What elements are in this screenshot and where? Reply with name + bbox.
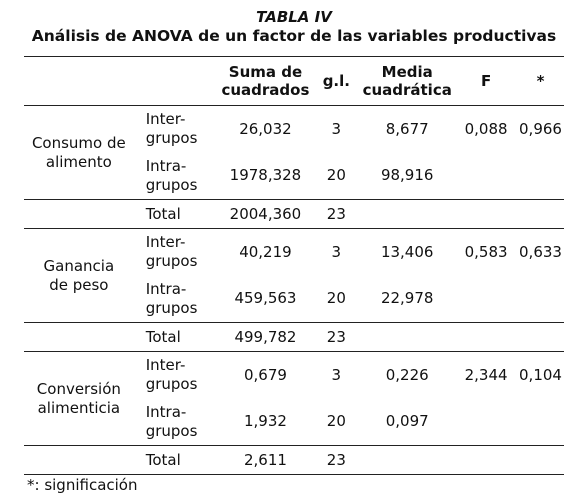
source-label: Inter- grupos xyxy=(145,233,198,271)
table-row-total: Total 499,782 23 xyxy=(24,322,564,352)
cell-ms: 98,916 xyxy=(380,166,434,185)
cell-ms: 13,406 xyxy=(380,242,434,261)
group-label: Conversión alimenticia xyxy=(24,351,134,446)
cell-df: 3 xyxy=(331,365,342,384)
table-row: Intra- grupos 1978,328 20 98,916 xyxy=(24,153,564,200)
cell-ms: 0,226 xyxy=(385,365,429,384)
table-number: TABLA IV xyxy=(256,8,332,26)
table-row: Consumo de alimento Inter- grupos 26,032… xyxy=(24,105,564,200)
cell-df: 23 xyxy=(313,445,360,475)
cell-df: 20 xyxy=(326,412,346,431)
group-label-empty xyxy=(24,445,134,475)
cell-sig: 0,104 xyxy=(519,365,562,384)
cell-f: 2,344 xyxy=(464,365,508,384)
cell-f xyxy=(455,399,517,446)
cell-ss: 2004,360 xyxy=(217,199,314,229)
cell-ss: 40,219 xyxy=(239,242,292,261)
cell-ms: 22,978 xyxy=(380,289,434,308)
source-label: Intra- grupos xyxy=(145,402,198,440)
cell-f: 0,583 xyxy=(464,242,508,261)
table-row: Intra- grupos 459,563 20 22,978 xyxy=(24,276,564,323)
source-label: Total xyxy=(133,322,218,352)
source-label: Total xyxy=(133,199,218,229)
group-label: Consumo de alimento xyxy=(24,105,134,200)
table-row-total: Total 2,611 23 xyxy=(24,445,564,475)
header-mean-square: Media cuadrática xyxy=(359,56,456,106)
cell-df: 20 xyxy=(326,289,346,308)
cell-ms: 0,097 xyxy=(385,412,429,431)
table-row: Intra- grupos 1,932 20 0,097 xyxy=(24,399,564,446)
source-label: Total xyxy=(133,445,218,475)
table-row: Ganancia de peso Inter- grupos 40,219 3 … xyxy=(24,228,564,323)
group-label: Ganancia de peso xyxy=(24,228,134,323)
header-row: Suma de cuadrados g.l. Media cuadrática … xyxy=(24,56,564,106)
cell-f xyxy=(455,276,517,323)
cell-ss: 459,563 xyxy=(234,289,297,308)
group-label-empty xyxy=(24,199,134,229)
cell-sig xyxy=(517,399,564,446)
header-empty-source xyxy=(133,56,218,106)
cell-f: 0,088 xyxy=(464,119,508,138)
header-f: F xyxy=(455,56,517,106)
table-row-total: Total 2004,360 23 xyxy=(24,199,564,229)
source-label: Inter- grupos xyxy=(145,356,198,394)
cell-df: 20 xyxy=(326,166,346,185)
header-sum-of-squares: Suma de cuadrados xyxy=(217,56,314,106)
cell-df: 3 xyxy=(331,119,342,138)
source-label: Inter- grupos xyxy=(145,110,198,148)
cell-ss: 0,679 xyxy=(243,365,287,384)
table-row: Conversión alimenticia Inter- grupos 0,6… xyxy=(24,351,564,446)
header-significance: * xyxy=(517,56,564,106)
cell-f xyxy=(455,153,517,200)
table-caption: TABLA IV Análisis de ANOVA de un factor … xyxy=(0,0,588,46)
cell-sig: 0,633 xyxy=(519,242,562,261)
cell-ss: 2,611 xyxy=(217,445,314,475)
cell-sig xyxy=(517,153,564,200)
cell-df: 3 xyxy=(331,242,342,261)
cell-ss: 1,932 xyxy=(243,412,287,431)
cell-sig: 0,966 xyxy=(519,119,562,138)
group-label-empty xyxy=(24,322,134,352)
anova-table: Suma de cuadrados g.l. Media cuadrática … xyxy=(24,56,564,475)
cell-sig xyxy=(517,276,564,323)
source-label: Intra- grupos xyxy=(145,156,198,194)
footnote: *: significación xyxy=(27,476,138,494)
table-title: Análisis de ANOVA de un factor de las va… xyxy=(31,27,557,45)
cell-ss: 499,782 xyxy=(217,322,314,352)
header-empty-group xyxy=(24,56,134,106)
source-label: Intra- grupos xyxy=(145,279,198,317)
cell-ss: 26,032 xyxy=(239,119,292,138)
cell-df: 23 xyxy=(313,199,360,229)
cell-ms: 8,677 xyxy=(385,119,429,138)
cell-df: 23 xyxy=(313,322,360,352)
cell-ss: 1978,328 xyxy=(229,166,302,185)
header-degrees-freedom: g.l. xyxy=(313,56,360,106)
